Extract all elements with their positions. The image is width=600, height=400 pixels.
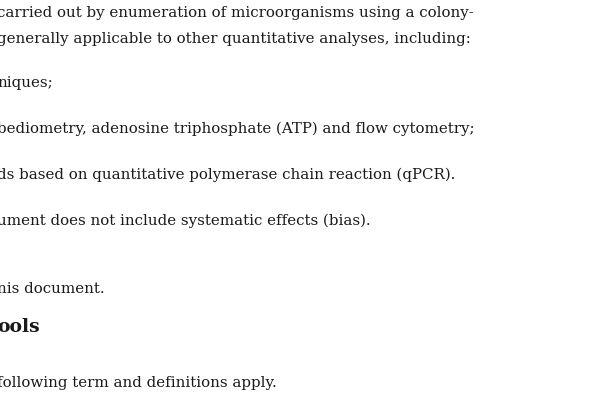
Text: bediometry, adenosine triphosphate (ATP) and flow cytometry;: bediometry, adenosine triphosphate (ATP)…	[0, 122, 475, 136]
Text: following term and definitions apply.: following term and definitions apply.	[0, 376, 277, 390]
Text: ds based on quantitative polymerase chain reaction (qPCR).: ds based on quantitative polymerase chai…	[0, 168, 455, 182]
Text: carried out by enumeration of microorganisms using a colony-: carried out by enumeration of microorgan…	[0, 6, 474, 20]
Text: generally applicable to other quantitative analyses, including:: generally applicable to other quantitati…	[0, 32, 471, 46]
Text: nis document.: nis document.	[0, 282, 104, 296]
Text: ools: ools	[0, 318, 40, 336]
Text: niques;: niques;	[0, 76, 53, 90]
Text: ument does not include systematic effects (bias).: ument does not include systematic effect…	[0, 214, 371, 228]
